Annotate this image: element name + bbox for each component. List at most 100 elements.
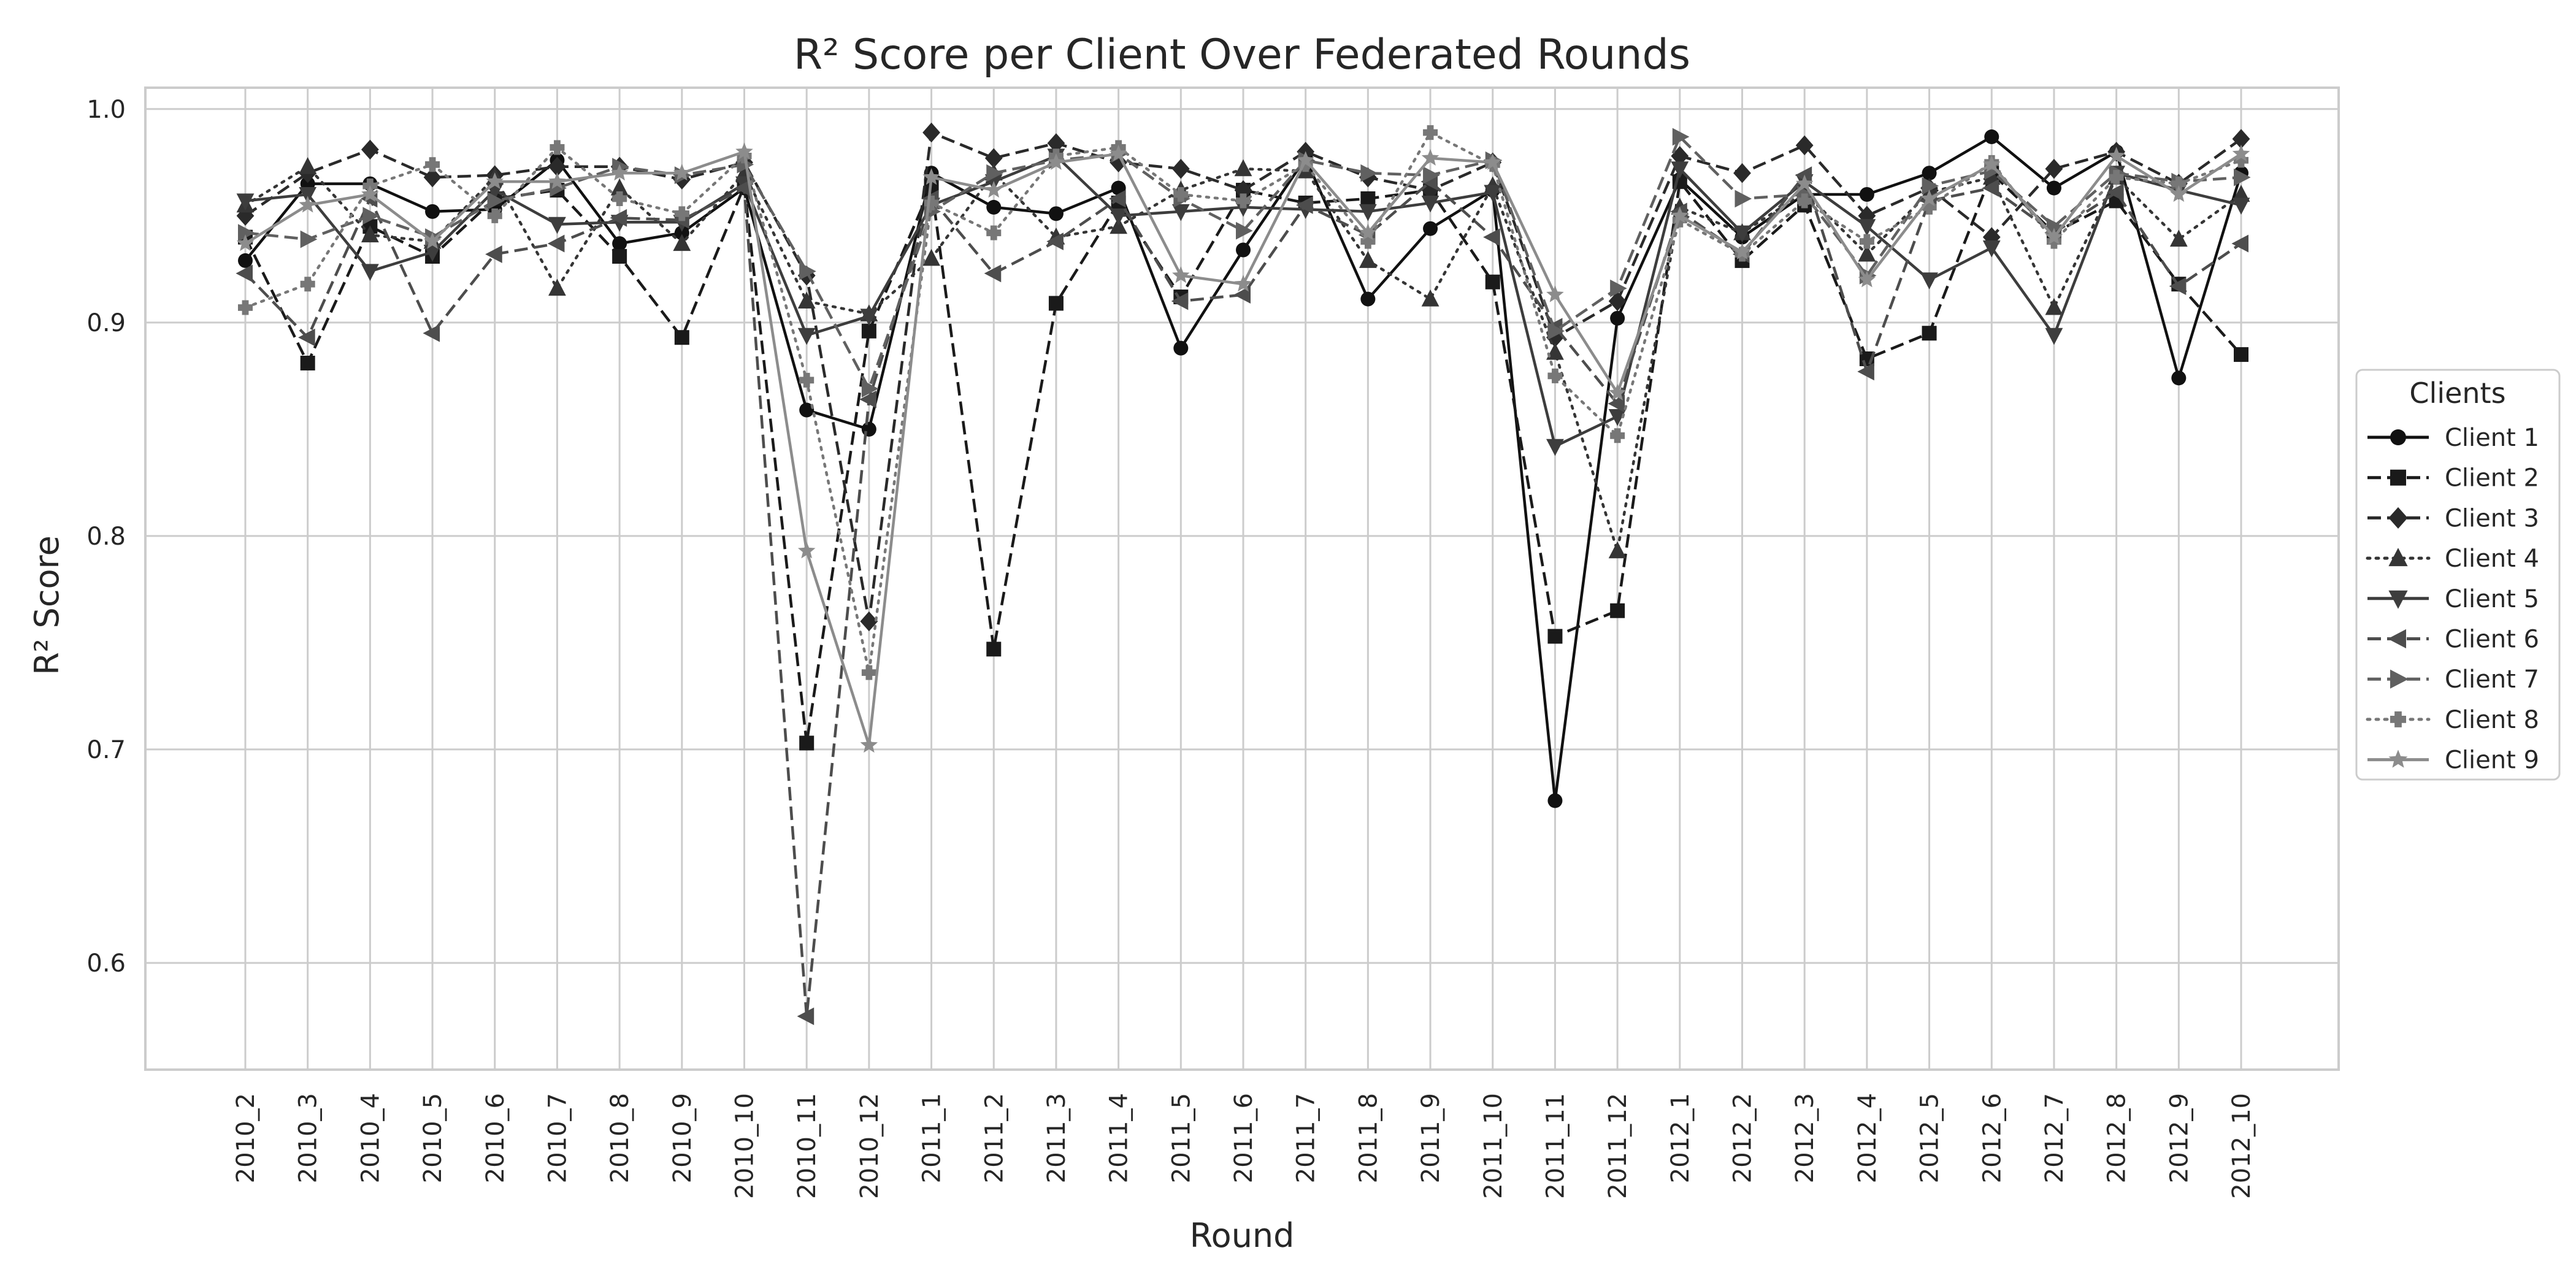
data-point [922, 168, 940, 185]
data-point [1982, 167, 2001, 185]
legend-item: Client 1 [2367, 424, 2539, 452]
legend-marker [2388, 629, 2406, 649]
legend-title: Clients [2409, 377, 2505, 410]
data-point [2045, 328, 2063, 345]
legend-marker [2390, 711, 2406, 727]
data-point [423, 244, 442, 262]
legend-label: Client 2 [2445, 464, 2539, 493]
data-point [1672, 212, 1687, 228]
data-point [423, 232, 442, 249]
data-point [2171, 370, 2187, 386]
data-point [1797, 193, 1812, 209]
data-point [797, 542, 816, 559]
data-point [1234, 159, 1252, 177]
data-point [1982, 179, 1999, 197]
y-tick-label: 1.0 [86, 96, 126, 124]
data-point [1236, 193, 1251, 209]
x-tick-label: 2010_5 [419, 1093, 447, 1183]
data-point [1359, 223, 1377, 240]
legend-marker [2390, 469, 2406, 486]
x-tick-label: 2012_5 [1916, 1093, 1944, 1183]
data-point [799, 402, 815, 418]
x-tick-label: 2011_7 [1292, 1093, 1321, 1183]
data-point [1546, 342, 1564, 360]
y-tick-label: 0.6 [86, 949, 126, 978]
data-point [298, 328, 315, 347]
x-tick-label: 2010_2 [232, 1093, 260, 1183]
legend-marker [2388, 548, 2408, 567]
data-point [299, 157, 317, 174]
data-point [1109, 190, 1126, 208]
legend-item: Client 5 [2367, 585, 2539, 613]
data-point [2232, 197, 2250, 215]
data-point [1610, 603, 1625, 618]
data-point [1858, 244, 1876, 262]
data-point [1359, 204, 1377, 221]
data-point [547, 234, 565, 253]
data-point [1421, 195, 1439, 213]
x-tick-label: 2010_3 [294, 1093, 323, 1183]
data-point [1608, 291, 1627, 312]
x-tick-label: 2012_1 [1666, 1093, 1695, 1183]
data-point [984, 181, 1003, 198]
legend-marker [2388, 590, 2408, 609]
data-point [1984, 129, 1999, 145]
y-tick-label: 0.7 [86, 736, 126, 764]
data-point [1610, 279, 1627, 297]
data-point [1484, 153, 1502, 170]
data-point [485, 245, 502, 263]
data-point [674, 330, 689, 345]
chart-title: R² Score per Client Over Federated Round… [794, 31, 1690, 79]
data-point [922, 122, 940, 143]
legend-item: Client 6 [2367, 626, 2539, 654]
data-point [2169, 277, 2187, 296]
data-point [1048, 206, 1064, 221]
data-point [861, 380, 879, 398]
data-point [986, 164, 1003, 182]
data-point [1297, 151, 1314, 168]
data-point [1546, 285, 1564, 302]
data-point [238, 253, 253, 268]
data-point [2232, 129, 2250, 149]
legend-label: Client 9 [2445, 746, 2539, 775]
data-point [1110, 208, 1128, 226]
data-point [612, 236, 627, 251]
data-point [238, 300, 253, 315]
data-point [1920, 189, 1938, 207]
data-point [674, 206, 689, 221]
series-lines [236, 122, 2251, 1025]
data-point [861, 665, 876, 680]
x-tick-label: 2010_4 [356, 1093, 385, 1183]
data-point [612, 191, 627, 206]
data-point [986, 642, 1002, 657]
x-tick-label: 2010_11 [793, 1093, 821, 1199]
data-point [610, 178, 629, 196]
x-tick-label: 2012_4 [1853, 1093, 1882, 1183]
data-point [2170, 185, 2188, 202]
series-line [243, 171, 2242, 745]
data-point [1920, 272, 1938, 289]
data-point [1233, 286, 1251, 304]
series-client-9 [236, 142, 2250, 753]
data-point [1171, 204, 1190, 221]
tick-labels: 2010_2 2010_3 2010_4 2010_5 2010_6 2010_7 2010… [86, 96, 2256, 1199]
data-point [1547, 629, 1563, 644]
x-tick-label: 2010_7 [543, 1093, 572, 1183]
data-point [797, 328, 816, 345]
data-point [487, 208, 502, 223]
data-point [1360, 234, 1376, 249]
data-point [236, 264, 253, 283]
x-tick-label: 2011_11 [1541, 1093, 1570, 1199]
data-point [1485, 274, 1500, 289]
data-point [1672, 128, 1690, 146]
data-point [1608, 383, 1627, 401]
data-point [673, 164, 691, 181]
series-line [244, 174, 2242, 1018]
data-point [1236, 242, 1251, 258]
data-point [300, 277, 315, 292]
legend-item: Client 7 [2367, 665, 2539, 694]
x-tick-label: 2011_10 [1479, 1093, 1508, 1199]
data-point [548, 278, 566, 296]
legend-label: Client 8 [2445, 706, 2539, 734]
